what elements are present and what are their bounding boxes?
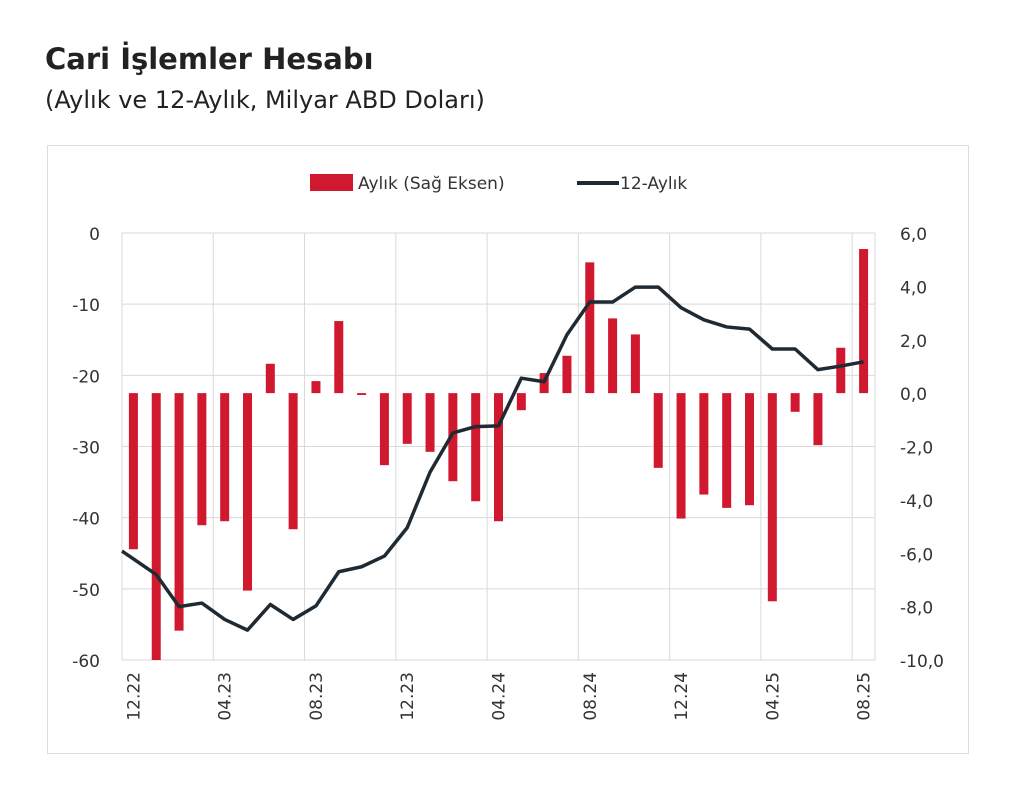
bar <box>608 318 618 394</box>
bar <box>402 393 412 444</box>
right-tick-label: -10,0 <box>900 652 944 672</box>
left-tick-label: -50 <box>72 581 100 601</box>
bar <box>197 393 207 526</box>
bar <box>243 393 252 591</box>
x-tick-label: 12.24 <box>672 672 692 721</box>
bar <box>836 347 846 394</box>
x-tick-label: 12.22 <box>124 672 144 721</box>
bar <box>494 393 503 522</box>
x-tick-label: 12.23 <box>398 672 418 721</box>
bar <box>311 381 321 394</box>
chart-subtitle: (Aylık ve 12-Aylık, Milyar ABD Doları) <box>45 86 485 114</box>
bar <box>379 393 389 466</box>
bar <box>653 393 663 468</box>
bar <box>288 393 298 530</box>
right-tick-label: -4,0 <box>900 492 933 512</box>
legend-label-line: 12-Aylık <box>620 174 687 194</box>
bar <box>562 355 572 394</box>
bar <box>357 393 367 395</box>
bar <box>174 393 184 631</box>
x-tick-label: 08.25 <box>855 672 875 721</box>
bar <box>722 393 732 508</box>
x-tick-label: 04.25 <box>763 672 783 721</box>
bar <box>699 393 709 495</box>
left-tick-label: -20 <box>72 367 100 387</box>
bar <box>265 363 275 394</box>
bar <box>859 249 869 394</box>
left-tick-label: -10 <box>72 296 100 316</box>
right-tick-label: 4,0 <box>900 278 927 298</box>
left-tick-label: 0 <box>89 225 100 245</box>
left-tick-label: -60 <box>72 652 100 672</box>
chart-title: Cari İşlemler Hesabı <box>45 42 374 76</box>
bar <box>745 393 754 506</box>
right-tick-label: 2,0 <box>900 332 927 352</box>
chart-frame <box>47 145 969 754</box>
bar <box>334 321 344 394</box>
bar <box>220 393 230 522</box>
right-tick-label: -8,0 <box>900 599 933 619</box>
left-tick-label: -40 <box>72 510 100 530</box>
right-tick-label: 6,0 <box>900 225 927 245</box>
legend-swatch-bar <box>310 174 353 191</box>
bar <box>630 334 640 394</box>
right-tick-label: 0,0 <box>900 385 927 405</box>
bar <box>425 393 435 452</box>
bar <box>585 262 595 394</box>
bar <box>128 393 138 550</box>
legend-label-bar: Aylık (Sağ Eksen) <box>358 174 505 194</box>
x-tick-label: 08.24 <box>581 672 601 721</box>
bar <box>676 393 686 519</box>
x-tick-label: 04.23 <box>216 672 236 721</box>
x-tick-label: 04.24 <box>490 672 510 721</box>
bar <box>151 393 161 660</box>
bar <box>448 393 458 482</box>
bar <box>516 393 526 411</box>
bar <box>767 393 777 602</box>
x-tick-label: 08.23 <box>307 672 327 721</box>
bar <box>471 393 481 502</box>
legend: Aylık (Sağ Eksen) 12-Aylık <box>310 174 687 194</box>
bar <box>790 393 800 412</box>
right-tick-label: -6,0 <box>900 545 933 565</box>
right-tick-label: -2,0 <box>900 439 933 459</box>
bar <box>813 393 823 446</box>
left-tick-label: -30 <box>72 439 100 459</box>
